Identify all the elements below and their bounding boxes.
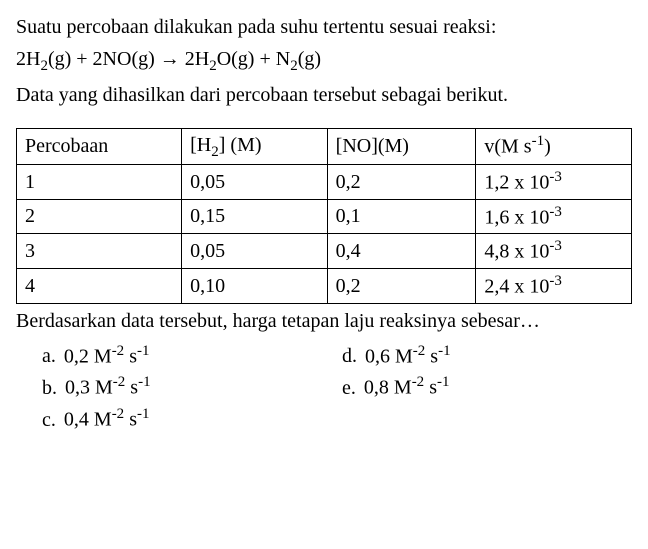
option-a: a. 0,2 M-2 s-1 [42,340,342,372]
header-h2: [H2] (M) [182,128,328,165]
cell-no: 0,2 [327,165,476,200]
hdr-text: [H [190,134,211,156]
hdr-sub: 2 [211,144,219,160]
eq-part: (g) [298,48,321,70]
cell-h2: 0,05 [182,234,328,269]
cell-sup: -3 [549,169,562,185]
cell-h2: 0,15 [182,199,328,234]
opt-text: s [125,377,138,399]
option-letter: b. [42,373,57,403]
option-value: 0,3 M-2 s-1 [65,371,151,403]
table-row: 2 0,15 0,1 1,6 x 10-3 [17,199,632,234]
opt-sup: -1 [437,374,450,390]
cell-h2: 0,10 [182,268,328,303]
question-text: Berdasarkan data tersebut, harga tetapan… [16,306,632,336]
option-b: b. 0,3 M-2 s-1 [42,371,342,403]
cell-v: 1,2 x 10-3 [476,165,632,200]
opt-text: s [424,377,437,399]
cell-text: 1,6 x 10 [484,206,549,228]
hdr-sup: -1 [532,133,545,149]
cell-text: 4,8 x 10 [484,241,549,263]
cell-no: 0,2 [327,268,476,303]
option-value: 0,6 M-2 s-1 [365,340,451,372]
eq-part: O(g) + N [217,48,291,70]
data-table: Percobaan [H2] (M) [NO](M) v(M s-1) 1 0,… [16,128,632,304]
cell-v: 1,6 x 10-3 [476,199,632,234]
opt-text: s [124,345,137,367]
option-letter: c. [42,405,56,435]
option-letter: d. [342,341,357,371]
cell-v: 4,8 x 10-3 [476,234,632,269]
hdr-text: ) [544,136,551,158]
cell-sup: -3 [549,273,562,289]
cell-sup: -3 [549,204,562,220]
table-row: 4 0,10 0,2 2,4 x 10-3 [17,268,632,303]
eq-part: 2H [16,48,40,70]
cell-percobaan: 3 [17,234,182,269]
eq-part: (g) + 2NO(g) → 2H [48,48,209,70]
table-header-row: Percobaan [H2] (M) [NO](M) v(M s-1) [17,128,632,165]
opt-text: 0,6 M [365,345,413,367]
opt-sup: -2 [413,343,426,359]
cell-h2: 0,05 [182,165,328,200]
cell-percobaan: 4 [17,268,182,303]
problem-intro: Suatu percobaan dilakukan pada suhu tert… [16,12,632,42]
opt-text: 0,4 M [64,409,112,431]
header-v: v(M s-1) [476,128,632,165]
cell-percobaan: 1 [17,165,182,200]
opt-sup: -1 [138,374,151,390]
reaction-equation: 2H2(g) + 2NO(g) → 2H2O(g) + N2(g) [16,44,632,78]
hdr-text: ] (M) [219,134,262,156]
opt-text: 0,8 M [364,377,412,399]
cell-no: 0,1 [327,199,476,234]
opt-text: 0,3 M [65,377,113,399]
cell-text: 1,2 x 10 [484,172,549,194]
option-value: 0,4 M-2 s-1 [64,403,150,435]
cell-sup: -3 [549,238,562,254]
opt-sup: -2 [112,406,125,422]
option-letter: a. [42,341,56,371]
opt-sup: -1 [137,406,150,422]
header-percobaan: Percobaan [17,128,182,165]
eq-sub: 2 [290,58,298,74]
problem-data-intro: Data yang dihasilkan dari percobaan ters… [16,80,632,110]
cell-text: 2,4 x 10 [484,276,549,298]
opt-text: 0,2 M [64,345,112,367]
option-value: 0,2 M-2 s-1 [64,340,150,372]
opt-text: s [124,409,137,431]
option-c: c. 0,4 M-2 s-1 [42,403,342,435]
answer-options: a. 0,2 M-2 s-1 d. 0,6 M-2 s-1 b. 0,3 M-2… [42,340,632,435]
header-no: [NO](M) [327,128,476,165]
table-row: 3 0,05 0,4 4,8 x 10-3 [17,234,632,269]
opt-sup: -2 [412,374,425,390]
opt-sup: -1 [438,343,451,359]
eq-sub: 2 [209,58,217,74]
opt-sup: -1 [137,343,150,359]
option-e: e. 0,8 M-2 s-1 [342,371,449,403]
opt-sup: -2 [113,374,126,390]
table-row: 1 0,05 0,2 1,2 x 10-3 [17,165,632,200]
option-value: 0,8 M-2 s-1 [364,371,450,403]
cell-no: 0,4 [327,234,476,269]
cell-v: 2,4 x 10-3 [476,268,632,303]
opt-text: s [425,345,438,367]
hdr-text: v(M s [484,136,531,158]
eq-sub: 2 [40,58,48,74]
cell-percobaan: 2 [17,199,182,234]
option-letter: e. [342,373,356,403]
option-d: d. 0,6 M-2 s-1 [342,340,451,372]
opt-sup: -2 [112,343,125,359]
